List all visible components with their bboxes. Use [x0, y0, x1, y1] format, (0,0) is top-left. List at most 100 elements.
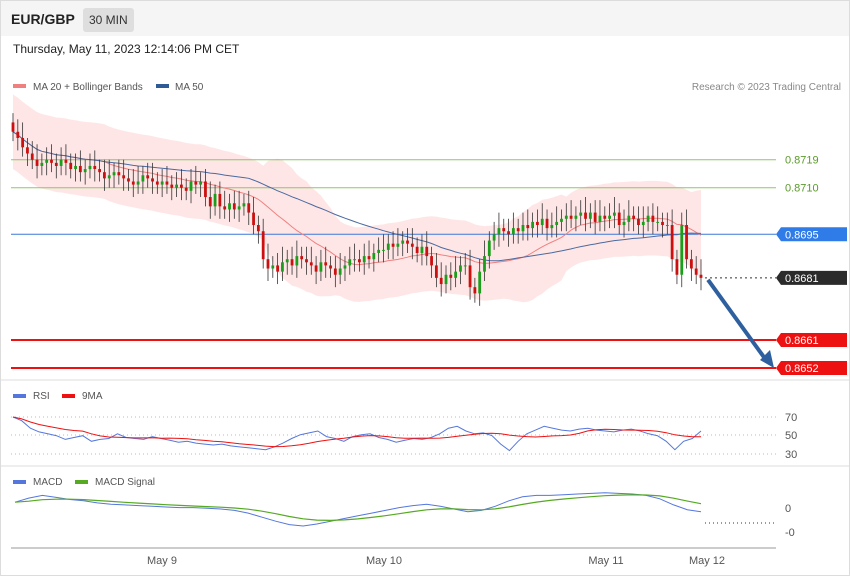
candle-body: [627, 215, 631, 222]
x-label-may11: May 11: [588, 555, 623, 567]
candle-body: [285, 259, 289, 263]
candle-body: [564, 215, 568, 219]
candle-body: [358, 259, 361, 263]
ma20-legend-swatch: [13, 84, 26, 88]
level-label-0.8661: 0.8661: [785, 335, 819, 347]
candle-body: [103, 172, 106, 179]
candle-body: [252, 212, 255, 226]
macd-signal-legend-swatch: [75, 480, 88, 484]
candle-body: [11, 122, 15, 132]
candle-body: [425, 246, 429, 257]
candle-body: [353, 259, 356, 261]
candle-body: [179, 184, 183, 188]
candle-body: [536, 221, 539, 226]
ma50-line: [12, 131, 702, 262]
candle-body: [569, 215, 573, 219]
candle-body: [281, 262, 284, 272]
candle-body: [30, 153, 34, 160]
candle-body: [333, 268, 337, 275]
candle-body: [386, 243, 390, 250]
candle-body: [271, 265, 275, 269]
candle-body: [131, 181, 135, 185]
macd-signal-legend-label: MACD Signal: [95, 477, 155, 488]
candle-body: [473, 287, 477, 294]
candle-body: [112, 172, 116, 176]
candle-body: [64, 159, 68, 163]
candle-body: [689, 259, 693, 269]
macd-legend-swatch: [13, 480, 26, 484]
rsi-ma-legend-swatch: [62, 394, 75, 398]
candle-body: [699, 274, 703, 278]
candle-body: [588, 212, 592, 219]
candle-body: [612, 212, 616, 216]
rsi-tick-50: 50: [785, 430, 797, 442]
candle-body: [141, 175, 145, 182]
candle-body: [526, 225, 530, 229]
candle-body: [483, 256, 486, 272]
candle-body: [545, 218, 549, 229]
candle-body: [208, 197, 212, 207]
candle-body: [151, 178, 154, 182]
candle-body: [256, 225, 260, 232]
candle-body: [184, 187, 188, 191]
candle-body: [223, 206, 227, 210]
level-label-0.8719: 0.8719: [785, 155, 819, 167]
candle-body: [300, 256, 304, 260]
candle-body: [362, 256, 366, 263]
candle-body: [50, 159, 53, 163]
candle-body: [338, 268, 342, 275]
candle-body: [463, 265, 467, 267]
candle-body: [107, 175, 111, 179]
candle-body: [93, 165, 97, 170]
level-label-0.8652: 0.8652: [785, 363, 819, 375]
candle-body: [430, 256, 433, 266]
candle-body: [694, 268, 698, 275]
candle-body: [598, 215, 602, 222]
candle-body: [637, 218, 640, 226]
candle-body: [40, 162, 44, 166]
candle-body: [685, 225, 688, 260]
candle-body: [266, 259, 270, 269]
candle-body: [218, 193, 222, 207]
candle-body: [492, 234, 496, 241]
candle-body: [348, 259, 352, 266]
forecast-arrow-shaft: [706, 278, 768, 362]
macd-tick-neg-zero: -0: [785, 527, 795, 539]
macd-tick-zero: 0: [785, 503, 791, 515]
candle-body: [459, 265, 462, 272]
candle-body: [98, 169, 102, 173]
candle-body: [382, 249, 385, 251]
candle-body: [194, 181, 198, 185]
candle-body: [45, 159, 49, 163]
candle-body: [584, 212, 587, 219]
candle-body: [502, 228, 506, 232]
candle-body: [83, 169, 87, 173]
candle-body: [74, 165, 77, 170]
candle-body: [560, 218, 563, 222]
candle-body: [309, 262, 313, 266]
candle-body: [35, 159, 39, 166]
candle-body: [516, 228, 520, 232]
candle-body: [632, 215, 636, 219]
candle-body: [372, 252, 376, 260]
candle-body: [449, 274, 453, 278]
timestamp: Thursday, May 11, 2023 12:14:06 PM CET: [13, 42, 240, 56]
timeframe-button[interactable]: 30 MIN: [83, 8, 134, 32]
candle-body: [646, 215, 650, 222]
ma20-line: [12, 131, 702, 266]
candle-body: [136, 181, 140, 185]
candle-body: [324, 262, 328, 266]
candle-body: [377, 249, 381, 253]
macd-line: [14, 492, 702, 527]
x-label-may9: May 9: [147, 555, 177, 567]
candle-body: [420, 246, 424, 253]
candle-body: [189, 181, 193, 191]
candle-body: [478, 271, 482, 294]
candle-body: [507, 231, 510, 235]
candle-body: [122, 175, 126, 179]
candle-body: [497, 228, 501, 235]
candle-body: [127, 178, 130, 182]
rsi-ma-legend-label: 9MA: [82, 391, 103, 402]
candle-body: [54, 162, 58, 166]
